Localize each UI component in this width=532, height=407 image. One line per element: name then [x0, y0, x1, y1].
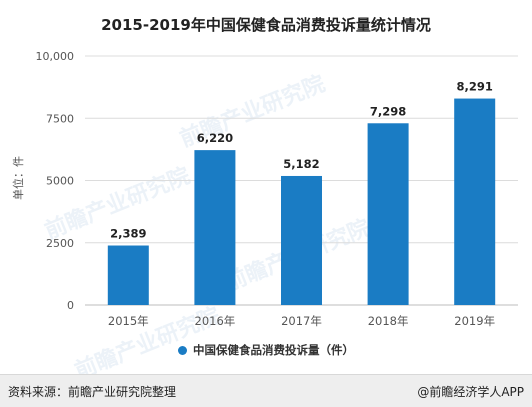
- x-axis-ticks: 2015年 2016年 2017年 2018年 2019年: [108, 314, 495, 328]
- chart-title: 2015-2019年中国保健食品消费投诉量统计情况: [101, 16, 431, 34]
- legend-swatch: [178, 345, 187, 355]
- legend-label: 中国保健食品消费投诉量（件）: [193, 343, 354, 357]
- bar: [194, 150, 236, 305]
- legend: 中国保健食品消费投诉量（件）: [0, 342, 532, 358]
- data-label: 7,298: [370, 104, 406, 118]
- footer: 资料来源：前瞻产业研究院整理 @前瞻经济学人APP: [0, 374, 532, 407]
- source-note: 资料来源：前瞻产业研究院整理: [8, 385, 177, 399]
- y-axis-label: 单位：件: [11, 156, 25, 200]
- data-label: 8,291: [457, 80, 493, 94]
- data-label: 5,182: [283, 157, 319, 171]
- bar: [281, 175, 322, 305]
- y-tick-label: 7500: [46, 112, 74, 125]
- y-tick-label: 10,000: [36, 50, 75, 63]
- data-label: 6,220: [197, 131, 233, 145]
- y-axis-ticks: 0 2500 5000 7500 10,000: [36, 50, 75, 312]
- x-tick-label: 2017年: [281, 314, 322, 328]
- x-tick-label: 2015年: [108, 314, 149, 328]
- data-labels: 2,389 6,220 5,182 7,298 8,291: [110, 80, 493, 241]
- y-tick-label: 5000: [46, 175, 74, 188]
- data-label: 2,389: [110, 227, 146, 241]
- y-tick-label: 0: [67, 299, 74, 312]
- bar: [367, 123, 409, 305]
- bar-chart: 前瞻产业研究院前瞻产业研究院前瞻产业研究院前瞻产业研究院 02500500075…: [11, 50, 518, 374]
- x-tick-label: 2016年: [195, 314, 236, 328]
- credit-note: @前瞻经济学人APP: [417, 385, 524, 399]
- y-tick-label: 2500: [46, 237, 74, 250]
- bar: [454, 98, 496, 305]
- x-tick-label: 2018年: [368, 314, 409, 328]
- bars: [107, 98, 496, 305]
- x-tick-label: 2019年: [454, 314, 495, 328]
- bar: [107, 245, 149, 305]
